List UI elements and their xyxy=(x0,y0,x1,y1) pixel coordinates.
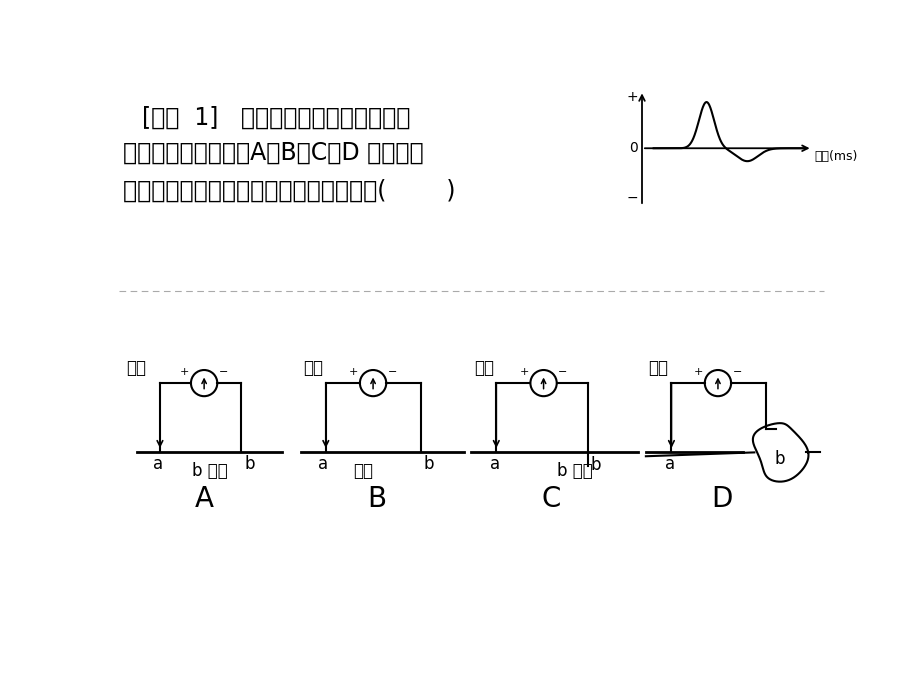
Text: 测得的膜电位变化，A、B、C、D 为四种测: 测得的膜电位变化，A、B、C、D 为四种测 xyxy=(122,141,423,164)
Text: −: − xyxy=(219,366,228,377)
Text: 刺激: 刺激 xyxy=(127,359,146,377)
Text: [演练  1]   右图为神经纤维受刺激后所: [演练 1] 右图为神经纤维受刺激后所 xyxy=(142,106,410,130)
Text: b: b xyxy=(244,455,255,473)
Text: B: B xyxy=(367,485,386,513)
Text: C: C xyxy=(541,485,561,513)
Text: 0: 0 xyxy=(629,141,638,155)
Text: −: − xyxy=(388,366,397,377)
Text: +: + xyxy=(180,366,189,377)
Text: 刺激: 刺激 xyxy=(303,359,323,377)
Text: a: a xyxy=(318,455,328,473)
Text: −: − xyxy=(732,366,742,377)
Text: 刺激: 刺激 xyxy=(473,359,494,377)
Text: b 轴突: b 轴突 xyxy=(556,462,592,480)
Text: 轴突: 轴突 xyxy=(353,462,372,480)
Text: b: b xyxy=(423,455,434,473)
Text: b 轴突: b 轴突 xyxy=(192,462,228,480)
Text: −: − xyxy=(626,191,638,206)
Text: 量方式，其中能测出这种膜电位变化的是(        ): 量方式，其中能测出这种膜电位变化的是( ) xyxy=(122,179,455,203)
Text: −: − xyxy=(558,366,567,377)
Text: 刺激: 刺激 xyxy=(648,359,667,377)
Text: a: a xyxy=(489,455,499,473)
Text: b: b xyxy=(774,450,784,468)
Text: a: a xyxy=(664,455,675,473)
Text: A: A xyxy=(195,485,213,513)
Text: a: a xyxy=(153,455,163,473)
Text: +: + xyxy=(348,366,358,377)
Text: +: + xyxy=(626,90,638,104)
Text: D: D xyxy=(710,485,732,513)
Text: +: + xyxy=(693,366,702,377)
Text: +: + xyxy=(519,366,528,377)
Text: 时间(ms): 时间(ms) xyxy=(814,150,857,163)
Text: b: b xyxy=(589,456,600,474)
